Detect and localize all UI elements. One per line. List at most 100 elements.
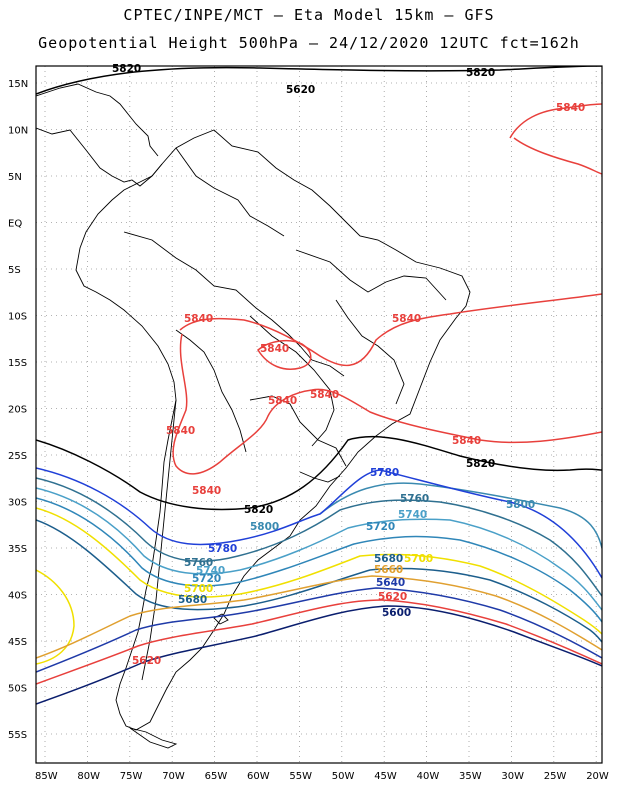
contour-label: 5660 xyxy=(374,564,403,576)
latitude-tick-label: 15N xyxy=(8,79,28,90)
contour-label: 5700 xyxy=(404,553,433,565)
map-frame xyxy=(35,65,603,764)
contour-5620 xyxy=(36,599,602,685)
contour-label: 5680 xyxy=(374,553,403,565)
contour-5760 xyxy=(36,477,602,597)
tierra-del-fuego xyxy=(129,727,178,749)
contour-label-group: 5820 5820 5620 5820 5820 5840 5840 5840 … xyxy=(112,63,585,667)
contour-5820-mid xyxy=(36,435,602,511)
contour-5840-north-east-loop xyxy=(513,137,602,175)
latitude-tick-label: 20S xyxy=(8,405,27,416)
latitude-tick-label: 45S xyxy=(8,637,27,648)
longitude-tick-label: 25W xyxy=(544,771,567,782)
contour-label: 5840 xyxy=(452,435,481,447)
contour-label: 5840 xyxy=(392,313,421,325)
latitude-tick-label: 15S xyxy=(8,358,27,369)
contour-5840-bolivia-loop xyxy=(172,333,602,475)
contour-label: 5720 xyxy=(192,573,221,585)
longitude-tick-label: 65W xyxy=(205,771,228,782)
contour-label: 5820 xyxy=(466,67,495,79)
falklands-island xyxy=(213,613,229,625)
contour-label: 5600 xyxy=(382,607,411,619)
longitude-tick-label: 40W xyxy=(417,771,440,782)
border-peru-bolivia xyxy=(175,329,247,453)
latitude-tick-label: 10S xyxy=(8,312,27,323)
contour-label: 5800 xyxy=(506,499,535,511)
contour-label: 5700 xyxy=(184,583,213,595)
grid-lines xyxy=(36,66,602,763)
border-paraguay xyxy=(249,395,347,467)
contour-5720 xyxy=(36,497,602,623)
contour-label: 5720 xyxy=(366,521,395,533)
contour-5600 xyxy=(36,605,602,705)
contour-label: 5820 xyxy=(466,458,495,470)
latitude-tick-label: EQ xyxy=(8,219,22,230)
contour-5820-north xyxy=(36,66,602,95)
latitude-tick-label: 25S xyxy=(8,451,27,462)
contour-label: 5760 xyxy=(184,557,213,569)
longitude-tick-label: 45W xyxy=(374,771,397,782)
contour-label: 5840 xyxy=(166,425,195,437)
contour-label: 5840 xyxy=(310,389,339,401)
map-title-line-2: Geopotential Height 500hPa – 24/12/2020 … xyxy=(38,34,580,52)
longitude-tick-label: 35W xyxy=(459,771,482,782)
south-america-coastline xyxy=(75,129,471,731)
contour-5660 xyxy=(36,575,602,659)
contour-label: 5780 xyxy=(208,543,237,555)
longitude-tick-label: 20W xyxy=(586,771,609,782)
border-brazil-south xyxy=(335,299,405,405)
latitude-tick-label: 50S xyxy=(8,684,27,695)
longitude-tick-label: 55W xyxy=(289,771,312,782)
contour-5680 xyxy=(36,519,602,643)
latitude-tick-label: 40S xyxy=(8,591,27,602)
central-america-coastline xyxy=(36,83,159,157)
longitude-tick-label: 30W xyxy=(501,771,524,782)
contour-5840-north-east xyxy=(509,103,602,139)
border-amazon xyxy=(123,231,345,377)
continent-outline xyxy=(36,83,471,749)
latitude-tick-label: 10N xyxy=(8,126,28,137)
contour-5840-small-loop xyxy=(257,339,312,370)
contour-label: 5640 xyxy=(376,577,405,589)
contour-label: 5840 xyxy=(268,395,297,407)
contour-label: 5740 xyxy=(398,509,427,521)
latitude-tick-label: 5N xyxy=(8,172,22,183)
contour-5740 xyxy=(36,487,602,611)
latitude-tick-label: 35S xyxy=(8,544,27,555)
contour-5800 xyxy=(319,482,602,549)
longitude-labels: 85W 80W 75W 70W 65W 60W 55W 50W 45W 40W 35W 30W 25W 2… xyxy=(35,771,609,782)
latitude-tick-label: 30S xyxy=(8,498,27,509)
contour-5840-brazil xyxy=(179,293,602,367)
contour-label: 5780 xyxy=(370,467,399,479)
central-america-pacific-coast xyxy=(36,127,163,187)
border-colombia-venezuela xyxy=(175,147,285,237)
contour-label: 5760 xyxy=(400,493,429,505)
contour-5700 xyxy=(36,507,602,635)
longitude-tick-label: 75W xyxy=(120,771,143,782)
height-contours xyxy=(36,66,602,705)
contour-label: 5820 xyxy=(244,504,273,516)
contour-label: 5840 xyxy=(556,102,585,114)
contour-5640 xyxy=(36,587,602,673)
border-uruguay xyxy=(299,471,341,483)
contour-label: 5800 xyxy=(250,521,279,533)
longitude-tick-label: 80W xyxy=(77,771,100,782)
contour-label: 5840 xyxy=(184,313,213,325)
contour-label: 5680 xyxy=(178,594,207,606)
border-argentina-chile xyxy=(141,399,177,681)
contour-label: 5620 xyxy=(378,591,407,603)
latitude-labels: 15N 10N 5N EQ 5S 10S 15S 20S 25S 30S 35S 40S 45S 50S 5… xyxy=(8,79,28,741)
contour-5780 xyxy=(36,467,602,579)
longitude-tick-label: 70W xyxy=(162,771,185,782)
contour-label: 5840 xyxy=(260,343,289,355)
contour-label: 5820 xyxy=(112,63,141,75)
latitude-tick-label: 5S xyxy=(8,265,21,276)
contour-5700-west-loop xyxy=(36,569,75,665)
contour-label: 5740 xyxy=(196,565,225,577)
contour-label: 5620 xyxy=(132,655,161,667)
border-brazil-states xyxy=(295,249,447,301)
longitude-tick-label: 85W xyxy=(35,771,58,782)
latitude-tick-label: 55S xyxy=(8,730,27,741)
longitude-tick-label: 50W xyxy=(332,771,355,782)
